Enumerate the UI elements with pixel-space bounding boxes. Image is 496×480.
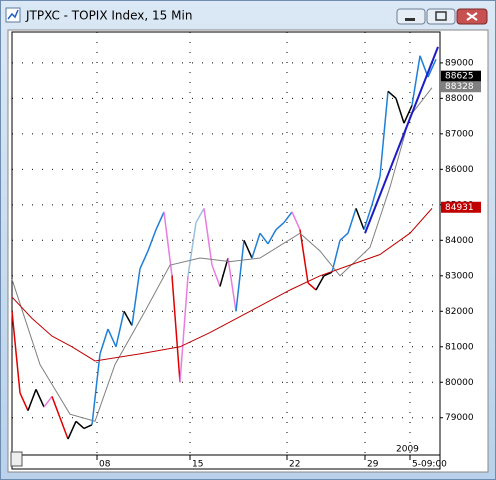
price-segment bbox=[187, 222, 197, 276]
minimize-glyph bbox=[405, 18, 415, 21]
price-segment bbox=[139, 250, 149, 270]
price-tag-label: 84931 bbox=[445, 203, 474, 213]
price-segment bbox=[59, 417, 69, 440]
price-segment bbox=[203, 208, 213, 266]
price-tag bbox=[441, 81, 481, 93]
price-segment bbox=[387, 90, 397, 99]
price-segment bbox=[307, 282, 317, 291]
price-segment bbox=[91, 353, 101, 425]
price-segment bbox=[75, 420, 85, 429]
price-segment bbox=[267, 229, 277, 245]
price-segment bbox=[195, 208, 205, 223]
price-segment bbox=[371, 176, 381, 206]
price-segment bbox=[67, 420, 77, 440]
scroll-thumb[interactable] bbox=[10, 451, 23, 467]
price-segment bbox=[275, 222, 285, 231]
price-segment bbox=[323, 271, 333, 277]
price-tag-label: 88328 bbox=[445, 82, 474, 92]
price-segment bbox=[43, 395, 53, 408]
price-segment bbox=[131, 268, 141, 326]
price-segment bbox=[259, 232, 269, 245]
price-segment bbox=[219, 257, 229, 287]
price-segment bbox=[315, 275, 325, 291]
price-segment bbox=[19, 392, 29, 411]
price-segment bbox=[339, 232, 349, 241]
indicator-line bbox=[11, 87, 433, 422]
price-segment bbox=[283, 211, 293, 224]
y-tick-label: 86000 bbox=[445, 165, 474, 175]
y-tick-label: 87000 bbox=[445, 129, 474, 139]
price-segment bbox=[403, 105, 413, 124]
price-segment bbox=[35, 389, 45, 408]
price-segment bbox=[155, 211, 165, 230]
price-segment bbox=[123, 310, 133, 326]
x-tick-label: 29 bbox=[367, 460, 379, 470]
y-tick-label: 82000 bbox=[445, 307, 474, 317]
price-segment bbox=[211, 264, 221, 287]
price-segment bbox=[243, 239, 253, 259]
price-segment bbox=[411, 55, 421, 106]
price-segment bbox=[171, 275, 181, 383]
price-segment bbox=[427, 59, 437, 78]
price-segment bbox=[27, 389, 37, 411]
price-segment bbox=[251, 232, 261, 259]
y-tick-label: 80000 bbox=[445, 378, 474, 388]
price-tag-label: 88625 bbox=[445, 72, 474, 82]
price-segment bbox=[83, 424, 93, 430]
y-tick-label: 83000 bbox=[445, 271, 474, 281]
x-tick-label: 08 bbox=[99, 460, 111, 470]
y-tick-label: 89000 bbox=[445, 58, 474, 68]
price-segment bbox=[291, 211, 301, 230]
price-tag bbox=[441, 201, 481, 213]
price-tag bbox=[441, 70, 481, 82]
price-segment bbox=[115, 311, 125, 347]
close-glyph bbox=[466, 12, 478, 21]
plot: 7900080000810008200083000840008500086000… bbox=[11, 32, 481, 470]
x-tick-label: 22 bbox=[289, 460, 300, 470]
minimize-button[interactable] bbox=[396, 8, 426, 25]
price-segment bbox=[299, 229, 309, 284]
window-title: JTPXC - TOPIX Index, 15 Min bbox=[25, 9, 192, 23]
price-segment bbox=[235, 240, 245, 312]
indicator-line bbox=[11, 208, 433, 362]
y-tick-label: 84000 bbox=[445, 236, 474, 246]
maximize-button[interactable] bbox=[426, 8, 456, 25]
price-segment bbox=[99, 328, 109, 355]
icon-glyph bbox=[7, 9, 19, 20]
x-tick-label: 15 bbox=[192, 460, 203, 470]
price-segment bbox=[227, 257, 237, 312]
price-segment bbox=[179, 275, 189, 383]
price-segment bbox=[51, 396, 61, 419]
price-segment bbox=[107, 328, 117, 348]
y-tick-label: 79000 bbox=[445, 413, 474, 423]
price-segment bbox=[147, 229, 157, 252]
maximize-glyph bbox=[435, 11, 447, 21]
price-segment bbox=[363, 204, 373, 230]
x-year-label: 2009 bbox=[396, 445, 419, 455]
y-tick-label: 88000 bbox=[445, 94, 474, 104]
price-segment bbox=[11, 311, 21, 393]
indicator-line bbox=[364, 46, 439, 234]
price-segment bbox=[379, 91, 389, 177]
price-segment bbox=[347, 208, 357, 234]
price-segment bbox=[355, 208, 365, 230]
x-tick-label: 5-09:00 bbox=[412, 460, 447, 470]
price-segment bbox=[395, 98, 405, 124]
y-tick-label: 81000 bbox=[445, 342, 474, 352]
